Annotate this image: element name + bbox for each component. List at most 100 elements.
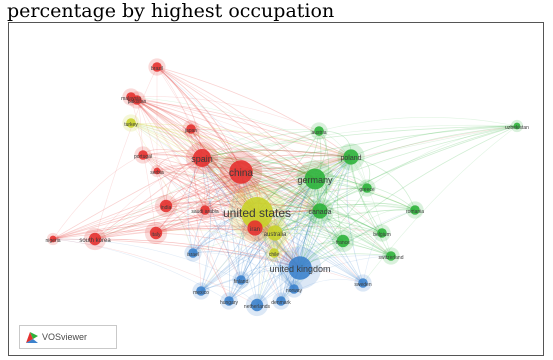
node-label-malaysia[interactable]: malaysia (121, 96, 141, 102)
node-united-states[interactable] (241, 197, 273, 229)
edge-hungary-poland (228, 156, 352, 302)
node-greece[interactable] (362, 183, 372, 193)
edge-sweden-spain (201, 157, 364, 284)
node-india[interactable] (159, 199, 173, 213)
node-switzerland[interactable] (386, 251, 396, 261)
edge-finland-nigeria (52, 238, 242, 281)
edge-brazil-poland (156, 66, 352, 158)
node-label-serbia[interactable]: serbia (150, 170, 164, 176)
edge-romania-united-states (256, 200, 416, 214)
node-sweden[interactable] (358, 278, 368, 288)
node-norway[interactable] (289, 284, 299, 294)
edge-malaysia-greece (130, 96, 368, 189)
node-italy[interactable] (149, 226, 163, 240)
node-poland[interactable] (343, 149, 359, 165)
node-label-iran[interactable]: iran (250, 227, 260, 233)
node-label-portugal[interactable]: portugal (134, 154, 152, 160)
edge-mexico-poland (200, 156, 352, 292)
node-label-switzerland[interactable]: switzerland (378, 255, 403, 261)
edge-uzbekistan-spain (201, 124, 518, 159)
node-brazil[interactable] (152, 62, 162, 72)
node-label-china[interactable]: china (229, 168, 253, 179)
node-label-belgium[interactable]: belgium (373, 232, 391, 238)
node-label-united-kingdom[interactable]: united kingdom (269, 264, 330, 274)
edge-united-kingdom-turkey (130, 122, 301, 269)
edge-turkey-china (130, 122, 242, 173)
node-label-brazil[interactable]: brazil (151, 66, 163, 72)
node-japan[interactable] (186, 124, 196, 134)
edge-south-korea-china (94, 171, 242, 240)
node-united-kingdom[interactable] (288, 256, 312, 280)
node-austria[interactable] (314, 126, 324, 136)
node-label-netherlands[interactable]: netherlands (244, 304, 271, 310)
edge-malaysia-poland (130, 96, 352, 158)
node-south-korea[interactable] (88, 232, 102, 246)
node-label-italy[interactable]: italy (152, 232, 161, 238)
node-label-spain[interactable]: spain (191, 154, 213, 164)
node-label-nigeria[interactable]: nigeria (45, 238, 60, 244)
node-chile[interactable] (269, 248, 279, 258)
edge-japan-united-kingdom (190, 128, 301, 269)
node-label-denmark[interactable]: denmark (271, 300, 291, 306)
edge-sweden-poland (346, 156, 364, 284)
node-label-mexico[interactable]: mexico (193, 290, 209, 296)
node-australia[interactable] (267, 225, 283, 241)
edge-serbia-poland (156, 154, 352, 172)
node-label-finland[interactable]: finland (234, 279, 249, 285)
node-malaysia[interactable] (126, 92, 136, 102)
node-label-saudi-arabia[interactable]: saudi arabia (191, 209, 218, 215)
node-label-sweden[interactable]: sweden (354, 282, 371, 288)
node-spain[interactable] (193, 149, 211, 167)
network-map-panel[interactable]: united states china united kingdom germany s… (8, 22, 544, 356)
edge-switzerland-spain (201, 157, 392, 257)
node-romania[interactable] (410, 205, 420, 215)
node-label-india[interactable]: india (161, 205, 172, 211)
node-label-japan[interactable]: japan (184, 128, 197, 134)
edge-austria-spain (201, 130, 320, 159)
edge-netherlands-spain (201, 157, 258, 306)
node-france[interactable] (336, 234, 350, 248)
node-china[interactable] (229, 160, 253, 184)
node-label-south-korea[interactable]: south korea (79, 238, 111, 244)
node-label-norway[interactable]: norway (286, 288, 303, 294)
edge-finland-spain (201, 157, 242, 281)
node-label-turkey[interactable]: turkey (124, 122, 138, 128)
node-label-australia[interactable]: australia (264, 232, 287, 238)
node-canada[interactable] (312, 203, 328, 219)
node-uzbekistan[interactable] (513, 122, 521, 130)
network-visualization[interactable]: united states china united kingdom germany s… (9, 23, 544, 356)
node-label-united-states[interactable]: united states (223, 206, 291, 220)
node-label-germany[interactable]: germany (297, 175, 333, 185)
node-germany[interactable] (304, 168, 326, 190)
edge-italy-united-kingdom (155, 232, 301, 269)
node-iran[interactable] (247, 220, 263, 236)
node-serbia[interactable] (153, 167, 161, 175)
node-turkey[interactable] (126, 118, 136, 128)
node-belgium[interactable] (377, 228, 387, 238)
node-label-canada[interactable]: canada (309, 209, 332, 216)
node-netherlands[interactable] (250, 298, 264, 312)
node-portugal[interactable] (138, 150, 148, 160)
node-hungary[interactable] (224, 296, 234, 306)
node-label-uzbekistan[interactable]: uzbekistan (505, 125, 529, 131)
edge-uzbekistan-united-states (256, 125, 518, 214)
node-nigeria[interactable] (49, 235, 57, 243)
node-label-israel[interactable]: israel (187, 252, 199, 258)
edge-chile-poland (273, 156, 352, 254)
edge-uzbekistan-sweden (362, 125, 518, 284)
node-label-chile[interactable]: chile (269, 252, 280, 258)
node-label-hungary[interactable]: hungary (220, 300, 239, 306)
node-finland[interactable] (236, 275, 246, 285)
node-label-austria[interactable]: austria (311, 130, 326, 136)
node-label-france[interactable]: france (336, 240, 350, 246)
node-label-poland[interactable]: poland (340, 155, 361, 162)
node-mexico[interactable] (196, 286, 206, 296)
node-denmark[interactable] (276, 296, 286, 306)
node-saudi-arabia[interactable] (200, 205, 210, 215)
node-label-romania[interactable]: romania (406, 209, 424, 215)
node-label-pakistan[interactable]: pakistan (128, 99, 147, 105)
node-israel[interactable] (188, 248, 198, 258)
edge-spain-poland (201, 150, 352, 159)
node-label-greece[interactable]: greece (359, 187, 375, 193)
edge-romania-iran (254, 205, 416, 229)
